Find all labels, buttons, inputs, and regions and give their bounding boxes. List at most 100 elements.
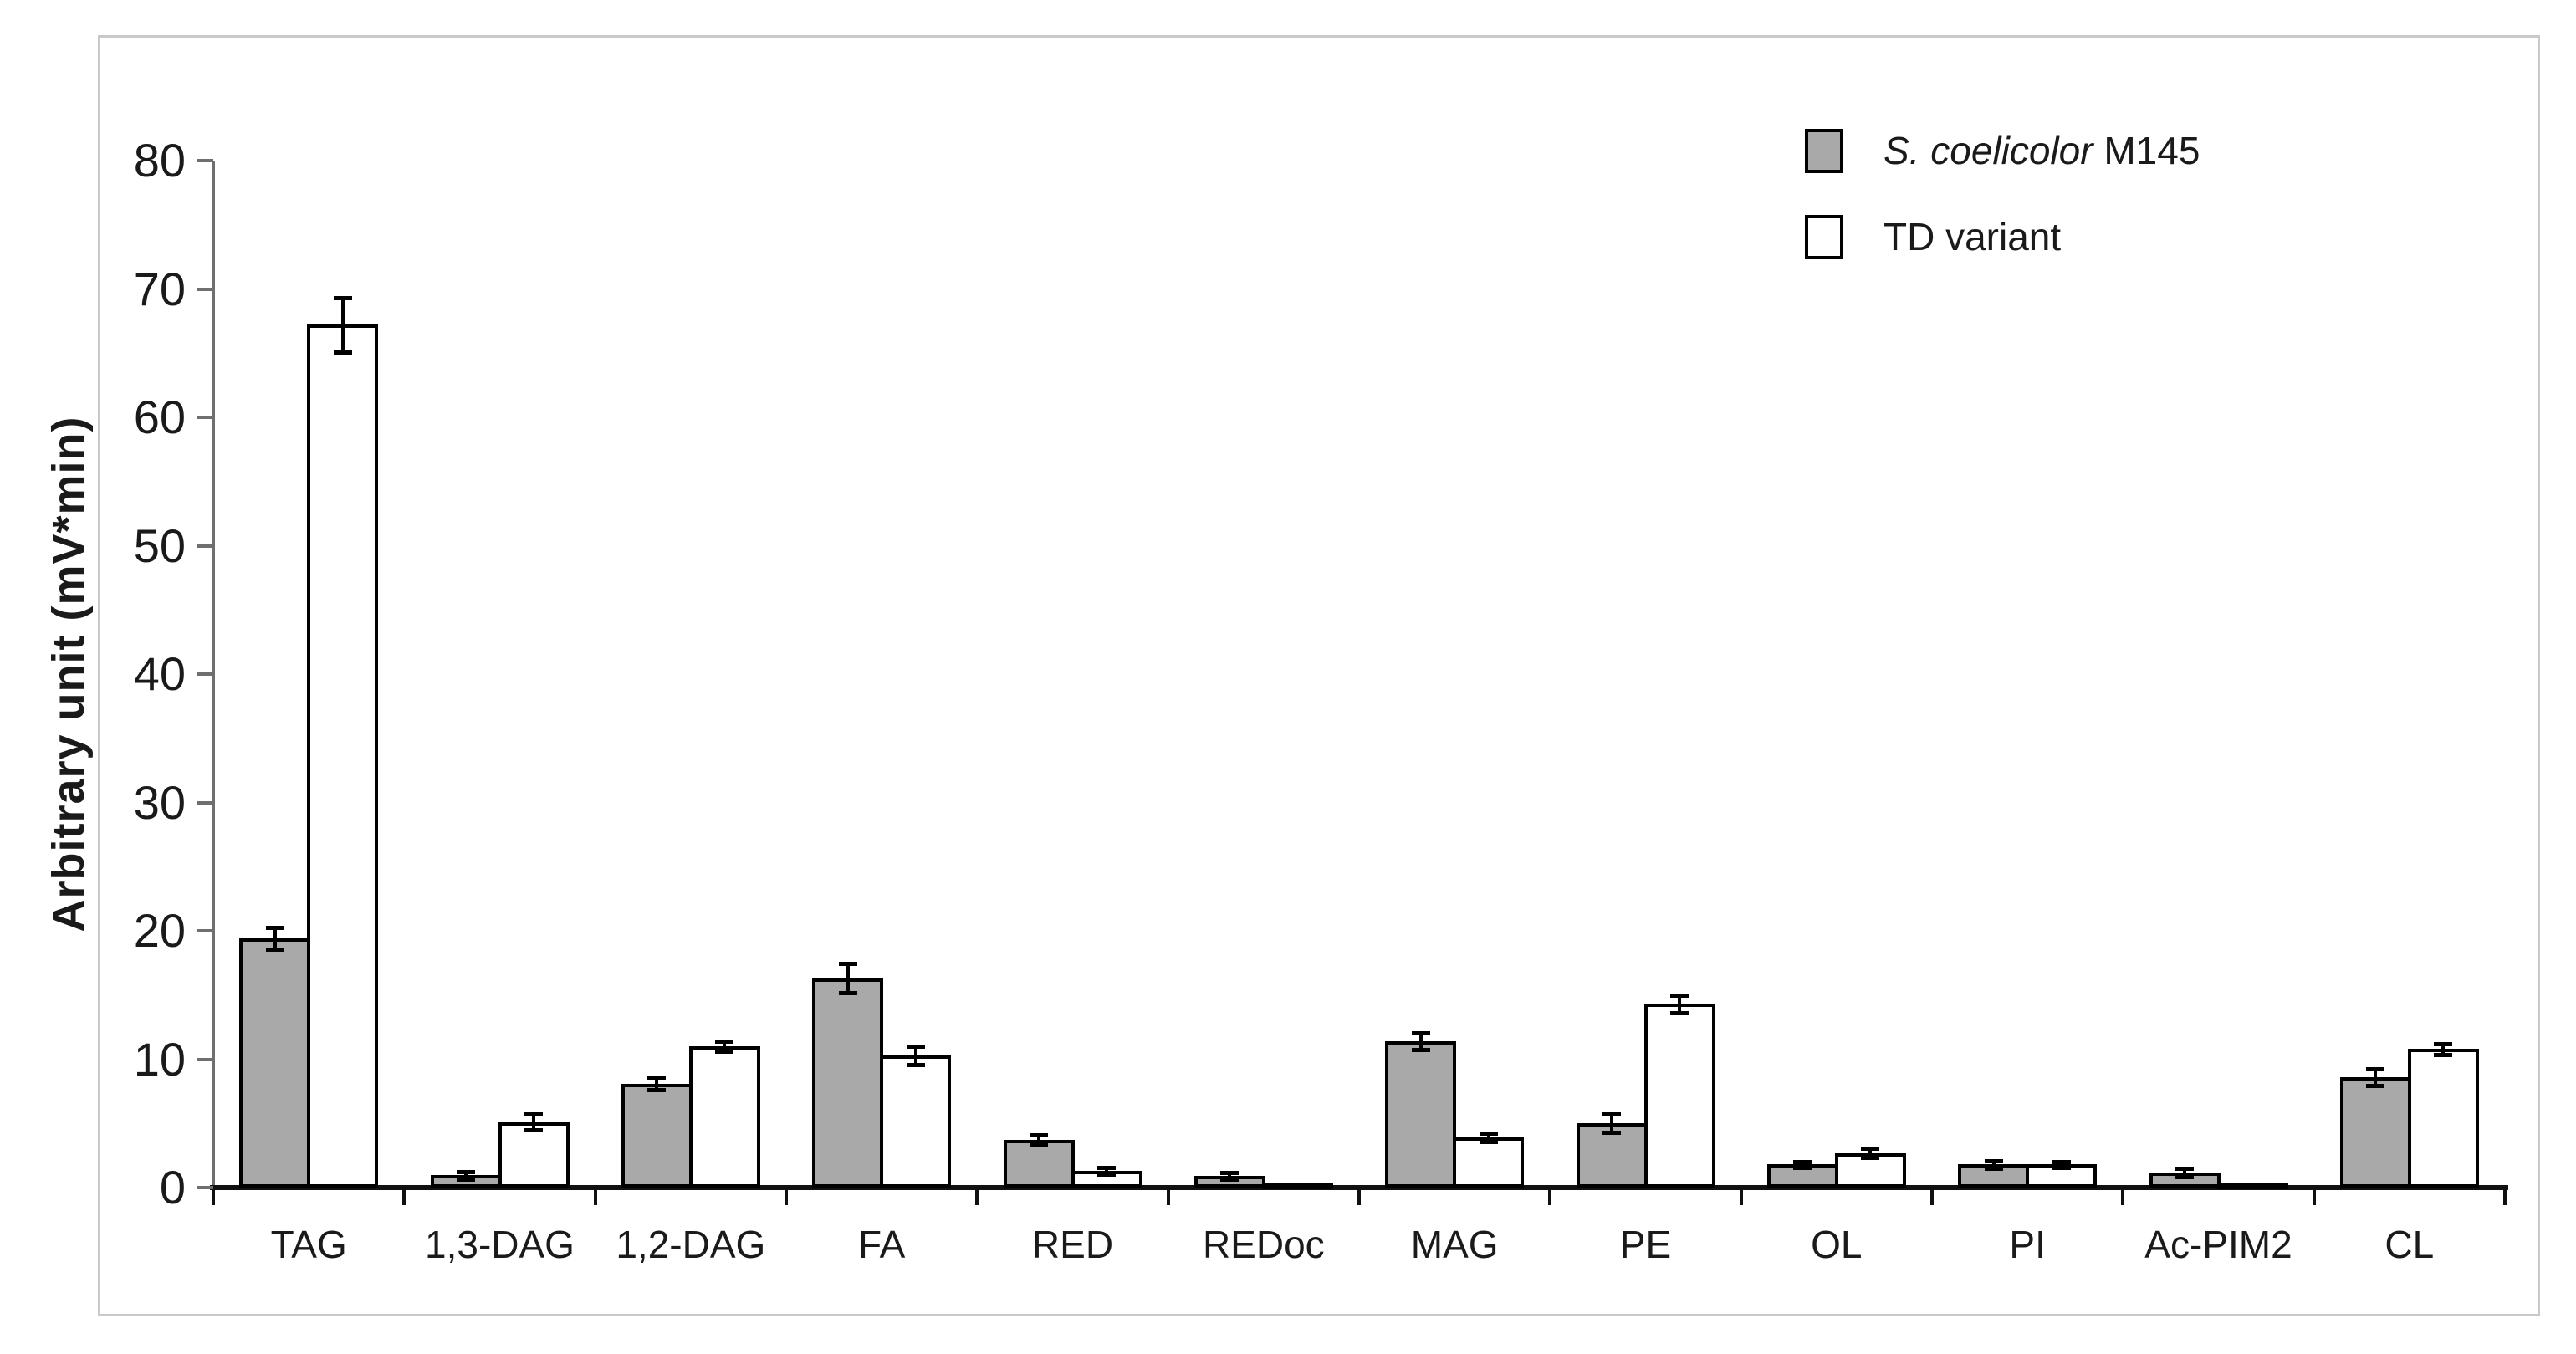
category-label: MAG: [1410, 1223, 1499, 1266]
error-bar-cap-top: [1479, 1132, 1498, 1137]
error-bar-cap-bottom: [1220, 1178, 1239, 1183]
error-bar-cap-bottom: [1861, 1155, 1880, 1160]
error-bar-line: [273, 929, 277, 948]
category-label: PI: [2009, 1223, 2046, 1266]
error-bar-cap-bottom: [333, 350, 352, 355]
y-tick-mark: [197, 1057, 213, 1061]
category-label: 1,2-DAG: [616, 1223, 766, 1266]
x-tick-mark: [593, 1190, 597, 1205]
y-tick-label: 60: [133, 391, 186, 443]
error-bar-line: [913, 1047, 917, 1064]
category-label: OL: [1811, 1223, 1863, 1266]
y-tick-label: 0: [159, 1161, 186, 1213]
category-label: PE: [1619, 1223, 1672, 1266]
error-bar-line: [2374, 1070, 2378, 1084]
error-bar-cap-top: [647, 1076, 667, 1081]
bar-MAG-td-variant: [1453, 1137, 1525, 1188]
y-tick-label: 10: [133, 1032, 186, 1086]
x-tick-mark: [1357, 1190, 1361, 1205]
y-tick-mark: [197, 159, 213, 162]
bar-CL-td-variant: [2407, 1049, 2479, 1188]
error-bar-cap-bottom: [524, 1128, 543, 1133]
x-tick-mark: [2121, 1190, 2125, 1205]
error-bar-cap-bottom: [265, 947, 284, 952]
error-bar-cap-bottom: [1479, 1140, 1498, 1145]
x-tick-mark: [2312, 1190, 2316, 1205]
error-bar-cap-top: [715, 1040, 734, 1045]
error-bar-line: [2183, 1169, 2186, 1175]
error-bar-cap-top: [1670, 994, 1689, 999]
error-bar-cap-bottom: [1793, 1166, 1812, 1171]
category-label: Ac-PIM2: [2144, 1223, 2292, 1266]
y-tick-label: 50: [133, 519, 186, 572]
error-bar-line: [1037, 1137, 1040, 1144]
error-bar-cap-bottom: [2434, 1052, 2453, 1057]
y-tick-mark: [197, 929, 213, 932]
y-tick-label: 70: [133, 262, 186, 315]
legend-label-italic-part: S. coelicolor: [1883, 129, 2093, 172]
y-axis-line: [212, 161, 215, 1189]
error-bar-cap-top: [1861, 1147, 1880, 1152]
error-bar-line: [1610, 1116, 1613, 1132]
y-tick-label: 20: [133, 904, 186, 957]
legend-label: TD variant: [1883, 217, 2061, 256]
y-tick-label: 30: [133, 775, 186, 829]
error-bar-cap-top: [333, 295, 352, 300]
error-bar-line: [723, 1043, 727, 1050]
y-tick-mark: [197, 672, 213, 676]
bar-1,2-DAG-td-variant: [688, 1046, 760, 1188]
y-tick-mark: [197, 1186, 213, 1189]
x-tick-mark: [1166, 1190, 1170, 1205]
error-bar-line: [1105, 1168, 1108, 1173]
error-bar-cap-top: [1411, 1031, 1430, 1036]
y-tick-mark: [197, 416, 213, 419]
error-bar-cap-top: [1220, 1171, 1239, 1176]
error-bar-cap-bottom: [1602, 1131, 1621, 1136]
error-bar-line: [1801, 1162, 1805, 1167]
error-bar-line: [532, 1116, 535, 1129]
error-bar-cap-bottom: [2366, 1083, 2385, 1088]
x-tick-mark: [1930, 1190, 1934, 1205]
error-bar-cap-bottom: [1411, 1047, 1430, 1052]
x-tick-mark: [975, 1190, 979, 1205]
error-bar-cap-bottom: [1984, 1167, 2003, 1172]
error-bar-cap-bottom: [2052, 1166, 2071, 1171]
category-label: RED: [1031, 1223, 1114, 1266]
legend-swatch-m145: [1805, 128, 1843, 173]
x-tick-mark: [2503, 1190, 2507, 1205]
error-bar-cap-top: [457, 1170, 475, 1175]
bar-1,3-DAG-td-variant: [498, 1122, 570, 1188]
bar-REDoc-td-variant: [1261, 1183, 1333, 1189]
bar-CL-m145: [2339, 1076, 2411, 1188]
error-bar-cap-top: [1984, 1158, 2003, 1163]
legend-label: S. coelicolor M145: [1883, 131, 2200, 170]
error-bar-cap-top: [2052, 1159, 2071, 1164]
category-label: REDoc: [1202, 1223, 1325, 1266]
error-bar-cap-bottom: [715, 1049, 734, 1054]
y-tick-mark: [197, 287, 213, 291]
legend-label-regular-part: M145: [2093, 129, 2200, 172]
error-bar-cap-bottom: [2175, 1174, 2194, 1179]
x-tick-mark: [212, 1190, 215, 1205]
category-label: CL: [2384, 1223, 2435, 1266]
x-tick-mark: [1548, 1190, 1552, 1205]
bar-Ac-PIM2-td-variant: [2216, 1183, 2288, 1189]
error-bar-cap-top: [1030, 1133, 1048, 1138]
error-bar-cap-bottom: [1030, 1143, 1048, 1148]
error-bar-line: [1991, 1162, 1996, 1168]
bar-1,2-DAG-m145: [621, 1083, 693, 1188]
x-tick-mark: [1739, 1190, 1743, 1205]
error-bar-line: [1868, 1150, 1873, 1156]
bar-TAG-td-variant: [307, 324, 379, 1188]
error-bar-cap-bottom: [1097, 1173, 1116, 1178]
legend-entry: TD variant: [1805, 213, 2061, 260]
error-bar-line: [1228, 1174, 1232, 1178]
error-bar-line: [655, 1079, 659, 1089]
error-bar-cap-top: [1793, 1159, 1812, 1164]
x-tick-mark: [402, 1190, 406, 1205]
x-tick-mark: [785, 1190, 788, 1205]
error-bar-cap-top: [2434, 1041, 2453, 1046]
error-bar-line: [1418, 1035, 1423, 1048]
error-bar-cap-top: [838, 962, 857, 967]
